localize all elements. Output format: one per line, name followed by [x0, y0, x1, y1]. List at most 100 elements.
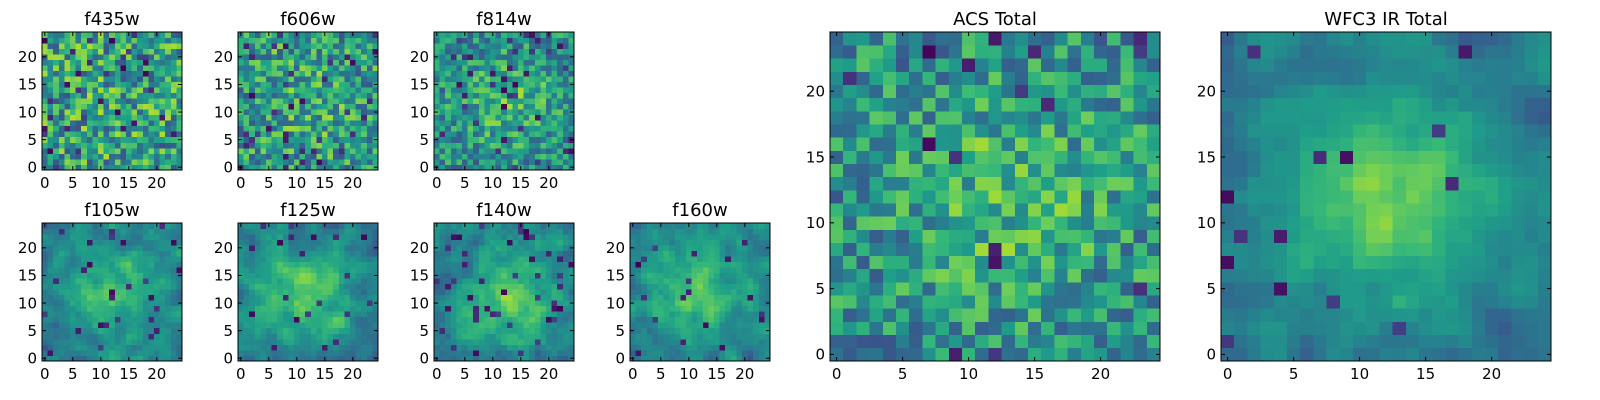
heatmap-cell	[935, 255, 950, 270]
heatmap-cell	[355, 278, 362, 285]
x-tick-label: 15	[511, 365, 530, 383]
heatmap-cell	[254, 98, 261, 105]
heatmap-cell	[529, 164, 536, 171]
heatmap-cell	[350, 272, 356, 279]
heatmap-cell	[154, 228, 160, 235]
heatmap-cell	[282, 256, 289, 262]
heatmap-cell	[126, 228, 132, 235]
heatmap-cell	[747, 300, 754, 307]
heatmap-cell	[109, 37, 116, 44]
heatmap-cell	[445, 98, 452, 105]
heatmap-cell	[551, 300, 558, 307]
heatmap-cell	[170, 65, 177, 71]
heatmap-cell	[271, 344, 278, 351]
heatmap-cell	[557, 223, 564, 229]
heatmap-cell	[327, 245, 334, 251]
heatmap-cell	[238, 250, 244, 257]
heatmap-cell	[725, 322, 732, 329]
heatmap-cell	[81, 250, 88, 257]
heatmap-cell	[922, 242, 936, 257]
heatmap-cell	[344, 316, 351, 323]
heatmap-cell	[534, 147, 541, 154]
heatmap-cell	[338, 250, 345, 257]
heatmap-cell	[506, 98, 513, 105]
heatmap-cell	[103, 344, 110, 351]
heatmap-cell	[109, 278, 116, 285]
heatmap-cell	[962, 255, 976, 270]
heatmap-cell	[316, 54, 323, 60]
heatmap-cell	[81, 158, 88, 165]
heatmap-cell	[75, 239, 82, 246]
heatmap-cell	[882, 229, 897, 243]
heatmap-cell	[249, 327, 256, 334]
heatmap-cell	[249, 267, 256, 274]
heatmap-cell	[282, 223, 289, 229]
heatmap-cell	[680, 245, 687, 251]
heatmap-cell	[434, 250, 440, 257]
heatmap-cell	[338, 272, 345, 279]
heatmap-cell	[154, 125, 160, 132]
heatmap-cell	[445, 349, 452, 356]
heatmap-cell	[512, 98, 519, 105]
heatmap-cell	[322, 98, 328, 105]
heatmap-cell	[86, 289, 93, 296]
heatmap-cell	[310, 81, 317, 88]
heatmap-cell	[534, 272, 541, 279]
heatmap-cell	[742, 239, 748, 246]
heatmap-cell	[1001, 163, 1016, 178]
x-tick-label: 10	[287, 174, 306, 192]
heatmap-cell	[154, 250, 160, 257]
heatmap-cell	[562, 344, 569, 351]
heatmap-cell	[266, 250, 272, 257]
heatmap-cell	[495, 344, 502, 351]
heatmap-cell	[529, 316, 536, 323]
heatmap-cell	[243, 114, 250, 121]
heatmap-cell	[42, 239, 48, 246]
heatmap-cell	[856, 308, 870, 322]
heatmap-cell	[462, 261, 468, 268]
heatmap-cell	[159, 344, 166, 351]
heatmap-cell	[747, 239, 754, 246]
heatmap-cell	[294, 234, 300, 240]
heatmap-cell	[254, 234, 261, 240]
heatmap-cell	[64, 355, 71, 362]
heatmap-cell	[350, 136, 356, 143]
heatmap-cell	[697, 300, 704, 307]
heatmap-cell	[909, 150, 923, 164]
heatmap-cell	[170, 278, 177, 285]
heatmap-cell	[159, 322, 166, 329]
heatmap-cell	[294, 103, 300, 110]
heatmap-cell	[935, 216, 950, 230]
heatmap-cell	[686, 311, 692, 318]
heatmap-cell	[355, 109, 362, 116]
heatmap-cell	[764, 289, 771, 296]
heatmap-cell	[473, 32, 480, 38]
heatmap-cell	[450, 125, 457, 132]
heatmap-cell	[288, 120, 295, 127]
heatmap-cell	[702, 322, 709, 329]
heatmap-cell	[58, 267, 65, 274]
heatmap-cell	[266, 333, 272, 340]
heatmap-cell	[1001, 308, 1016, 322]
heatmap-cell	[1041, 203, 1055, 217]
heatmap-cell	[249, 322, 256, 329]
heatmap-cell	[445, 250, 452, 257]
heatmap-cell	[92, 87, 99, 94]
heatmap-cell	[663, 300, 670, 307]
heatmap-cell	[109, 136, 116, 143]
heatmap-cell	[450, 355, 457, 362]
heatmap-cell	[271, 223, 278, 229]
heatmap-cell	[1014, 229, 1029, 243]
heatmap-cell	[176, 250, 183, 257]
heatmap-cell	[495, 158, 502, 165]
y-tick-label: 15	[410, 76, 429, 94]
heatmap-cell	[322, 305, 328, 312]
heatmap-cell	[529, 228, 536, 235]
heatmap-cell	[148, 70, 155, 77]
heatmap-cell	[1054, 295, 1068, 309]
heatmap-cell	[288, 223, 295, 229]
heatmap-cell	[137, 32, 144, 38]
heatmap-cell	[462, 98, 468, 105]
heatmap-cell	[131, 344, 138, 351]
heatmap-cell	[702, 234, 709, 240]
